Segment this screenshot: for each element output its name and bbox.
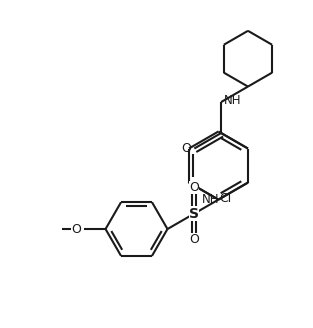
Text: O: O [189, 234, 199, 246]
Text: S: S [189, 207, 199, 220]
Text: NH: NH [202, 193, 220, 206]
Text: NH: NH [224, 94, 242, 107]
Text: O: O [189, 181, 199, 194]
Text: O: O [182, 142, 192, 155]
Text: O: O [71, 222, 81, 236]
Text: Cl: Cl [219, 192, 231, 205]
